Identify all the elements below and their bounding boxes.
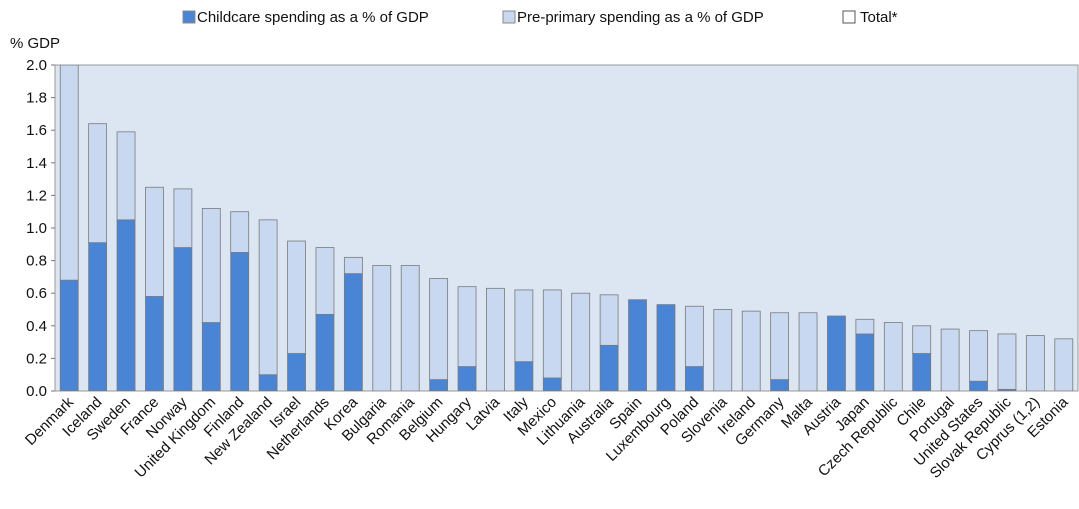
bar-segment bbox=[116, 219, 136, 391]
bar-segment bbox=[343, 256, 363, 275]
bar-segment bbox=[88, 242, 108, 391]
bar-segment bbox=[230, 252, 250, 391]
legend-swatch bbox=[502, 10, 516, 24]
bar-segment bbox=[59, 279, 79, 391]
bar-segment bbox=[173, 247, 193, 391]
plot-area bbox=[54, 64, 1079, 392]
legend-swatch bbox=[182, 10, 196, 24]
y-tick-label: 1.8 bbox=[26, 90, 47, 107]
bar-segment bbox=[599, 344, 619, 391]
bar-segment bbox=[315, 313, 335, 391]
bar-segment bbox=[798, 312, 818, 391]
y-tick-label: 1.4 bbox=[26, 155, 47, 172]
bar-segment bbox=[486, 287, 505, 391]
bar-segment bbox=[912, 325, 932, 354]
bar-segment bbox=[201, 322, 221, 391]
bar-segment bbox=[713, 309, 733, 391]
bar-segment bbox=[457, 366, 477, 391]
bar-segment bbox=[741, 310, 761, 391]
bar-segment bbox=[343, 273, 363, 391]
y-tick-label: 1.6 bbox=[26, 122, 47, 139]
bar-segment bbox=[969, 330, 988, 382]
bar-segment bbox=[997, 333, 1017, 390]
bar-segment bbox=[429, 379, 449, 391]
legend-label: Childcare spending as a % of GDP bbox=[197, 9, 429, 26]
bar-segment bbox=[684, 366, 704, 391]
bar-segment bbox=[542, 377, 562, 391]
bar-segment bbox=[1054, 338, 1074, 391]
bar-segment bbox=[628, 299, 647, 391]
y-tick-label: 0.2 bbox=[26, 350, 47, 367]
bar-segment bbox=[514, 361, 534, 391]
bar-segment bbox=[827, 315, 846, 391]
bar-segment bbox=[88, 123, 108, 244]
bar-segment bbox=[912, 353, 932, 391]
y-tick-label: 0.0 bbox=[26, 383, 47, 400]
x-tick-label: Latvia bbox=[463, 393, 504, 434]
y-tick-label: 1.2 bbox=[26, 187, 47, 204]
legend-label: Total* bbox=[860, 9, 898, 26]
bar-segment bbox=[201, 208, 221, 323]
bar-segment bbox=[770, 379, 790, 391]
bar-segment bbox=[571, 292, 591, 391]
y-axis-label: % GDP bbox=[10, 35, 60, 52]
bar-segment bbox=[258, 374, 278, 391]
bar-segment bbox=[883, 322, 903, 391]
bar-segment bbox=[429, 278, 449, 380]
y-tick-label: 0.6 bbox=[26, 285, 47, 302]
bar-segment bbox=[145, 186, 164, 297]
bar-segment bbox=[542, 289, 562, 379]
bar-segment bbox=[855, 333, 875, 391]
bar-segment bbox=[770, 312, 790, 380]
y-tick-label: 0.8 bbox=[26, 253, 47, 270]
bar-segment bbox=[400, 265, 420, 391]
bar-segment bbox=[969, 380, 988, 391]
bar-segment bbox=[684, 305, 704, 367]
bar-segment bbox=[315, 247, 335, 315]
bar-segment bbox=[230, 211, 250, 253]
bar-segment bbox=[145, 296, 164, 391]
y-tick-label: 2.0 bbox=[26, 57, 47, 74]
legend-swatch bbox=[842, 10, 856, 24]
bar-segment bbox=[656, 304, 676, 391]
bar-segment bbox=[599, 294, 619, 346]
y-tick-label: 1.0 bbox=[26, 220, 47, 237]
bar-segment bbox=[173, 188, 193, 248]
bar-segment bbox=[457, 286, 477, 367]
y-tick-label: 0.4 bbox=[26, 318, 47, 335]
bar-segment bbox=[116, 131, 136, 221]
bar-segment bbox=[855, 318, 875, 335]
bar-segment bbox=[59, 65, 79, 281]
bar-segment bbox=[940, 328, 960, 391]
bar-segment bbox=[1025, 335, 1045, 391]
bar-segment bbox=[514, 289, 534, 363]
legend-label: Pre-primary spending as a % of GDP bbox=[517, 9, 764, 26]
bar-segment bbox=[287, 353, 306, 391]
bar-segment bbox=[287, 240, 306, 354]
bar-segment bbox=[372, 265, 392, 391]
bars bbox=[59, 65, 1074, 391]
bar-segment bbox=[258, 219, 278, 376]
